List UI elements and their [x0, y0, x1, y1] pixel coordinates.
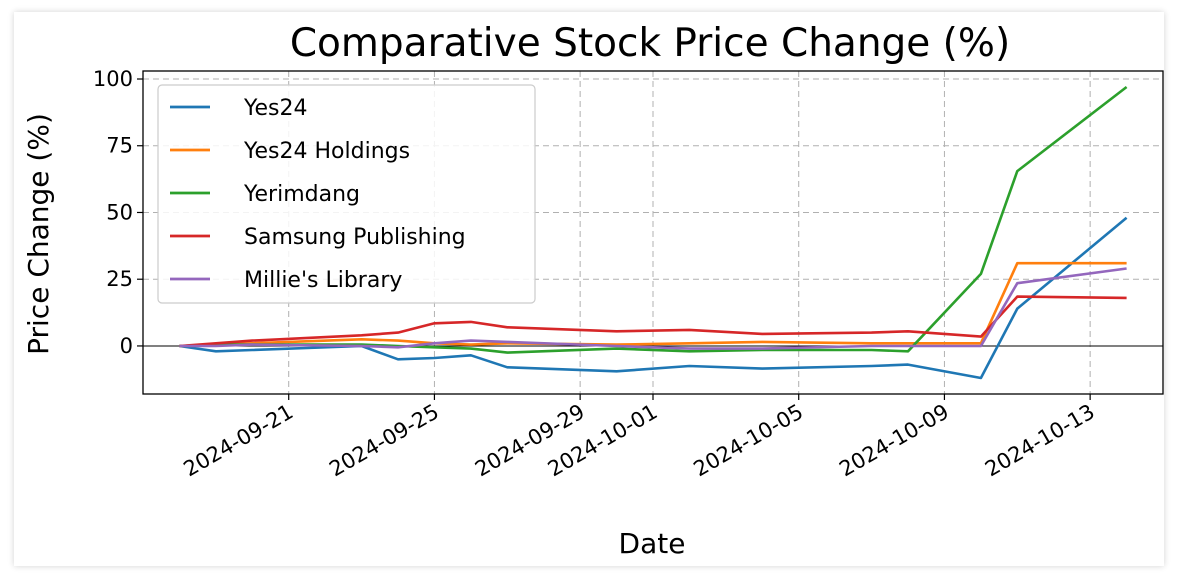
- x-tick-label: 2024-10-09: [835, 400, 953, 482]
- x-tick-label: 2024-10-05: [690, 400, 808, 482]
- x-tick-label: 2024-10-13: [981, 400, 1099, 482]
- x-tick-label: 2024-09-21: [180, 400, 298, 482]
- x-tick-label: 2024-09-25: [325, 400, 443, 482]
- legend-label: Yes24 Holdings: [243, 139, 410, 164]
- y-tick-label: 50: [106, 200, 133, 224]
- series-line-samsung-publishing: [179, 295, 1127, 348]
- line-chart: Comparative Stock Price Change (%) 0 25 50…: [22, 21, 1164, 560]
- series-line-millie-s-library: [179, 267, 1127, 350]
- x-axis-ticks: 2024-09-21 2024-09-25 2024-09-292024-10-01…: [180, 394, 1099, 481]
- y-tick-label: 25: [106, 267, 133, 291]
- y-tick-label: 75: [106, 134, 133, 158]
- legend-box: [157, 84, 536, 304]
- legend-label: Millie's Library: [244, 268, 402, 293]
- legend: Yes24 Yes24 Holdings Yerimdang Samsung Publ…: [157, 84, 536, 304]
- series-line-yes24: [179, 216, 1128, 380]
- legend-label: Samsung Publishing: [244, 225, 466, 250]
- legend-label: Yes24: [243, 96, 308, 121]
- chart-title: Comparative Stock Price Change (%): [290, 21, 1010, 66]
- y-axis-ticks: 0 25 50 75 100: [93, 67, 143, 358]
- x-axis-label: Date: [619, 527, 686, 560]
- chart-frame: Comparative Stock Price Change (%) 0 25 50…: [14, 12, 1164, 566]
- y-axis-label: Price Change (%): [22, 113, 55, 355]
- y-tick-label: 100: [93, 67, 133, 91]
- legend-label: Yerimdang: [243, 182, 360, 207]
- y-tick-label: 0: [120, 334, 133, 358]
- series-lines: [179, 85, 1128, 380]
